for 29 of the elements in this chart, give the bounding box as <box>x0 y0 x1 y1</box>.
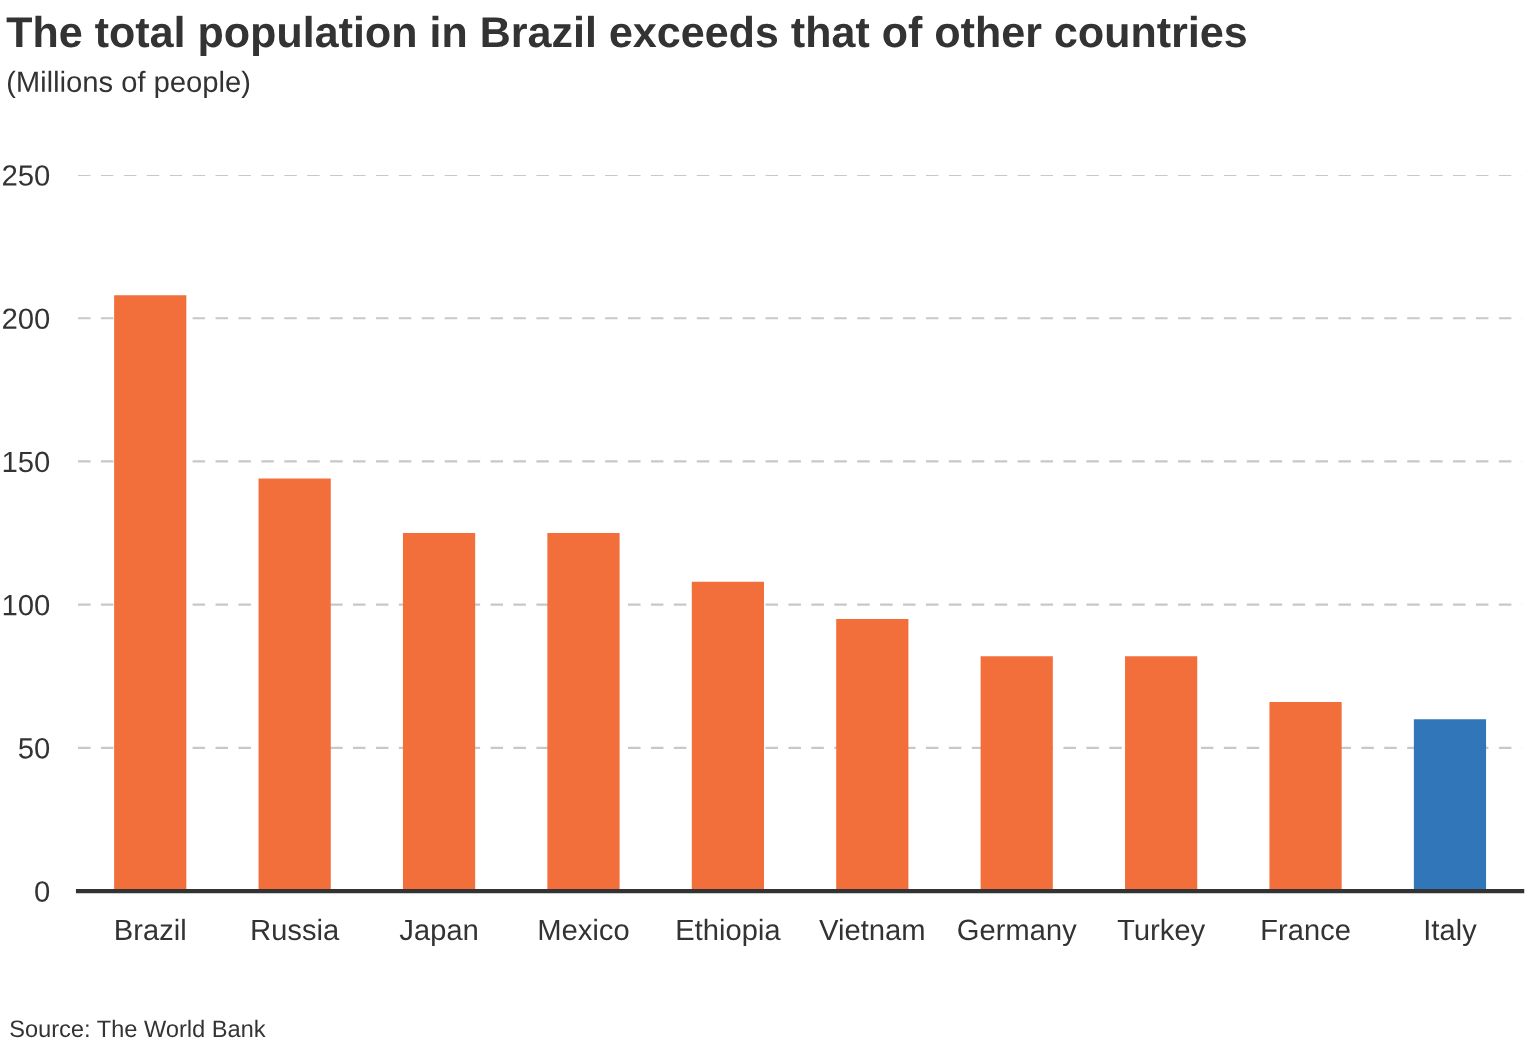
x-tick-label: Russia <box>252 918 340 941</box>
x-tick-label: Japan <box>399 919 477 947</box>
x-tick-label: Italy <box>1425 918 1477 947</box>
source-note: Source: The World Bank <box>10 1019 266 1038</box>
bar <box>114 295 187 892</box>
y-tick-label: 200 <box>3 308 50 330</box>
y-tick-label: 50 <box>18 738 50 759</box>
bar <box>1413 719 1487 892</box>
bar <box>1125 656 1198 892</box>
y-tick-label: 0 <box>35 881 50 902</box>
x-tick-label: Vietnam <box>819 918 924 941</box>
x-tick-label: Mexico <box>539 918 629 941</box>
bar <box>691 581 764 892</box>
bar <box>547 533 620 892</box>
bar <box>836 618 909 892</box>
y-tick-label: 100 <box>3 594 50 616</box>
bar <box>258 478 331 892</box>
bar <box>402 533 476 892</box>
y-tick-label: 250 <box>3 165 50 186</box>
chart-subtitle: (Millions of people) <box>7 70 250 98</box>
y-tick-label: 150 <box>3 451 50 473</box>
x-tick-label: Turkey <box>1117 918 1206 947</box>
chart-title: The total population in Brazil exceeds that of other countries <box>6 15 1246 56</box>
x-tick-label: France <box>1262 919 1350 941</box>
bar <box>980 656 1053 892</box>
bar <box>1269 702 1342 892</box>
x-tick-label: Germany <box>958 919 1077 947</box>
x-tick-label: Ethiopia <box>677 918 781 947</box>
x-tick-label: Brazil <box>116 918 185 941</box>
